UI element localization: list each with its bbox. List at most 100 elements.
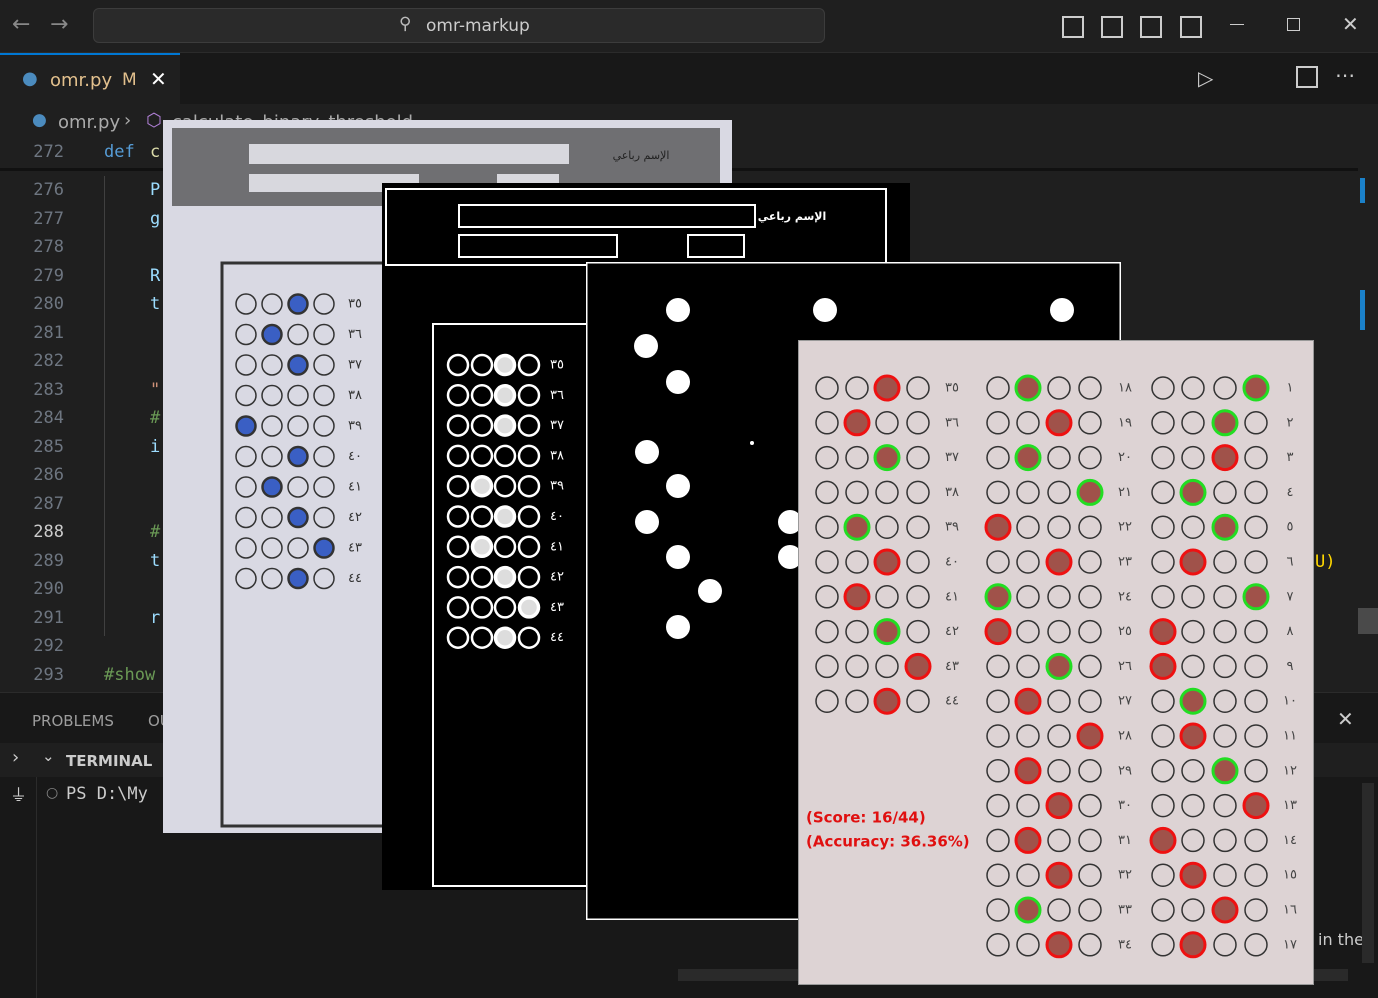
bubble [1181, 445, 1205, 470]
bubble [1244, 828, 1268, 853]
bubble [313, 476, 335, 498]
row-label: ٢٥ [1118, 624, 1132, 639]
score-text: (Score: 16/44) [806, 809, 926, 827]
bubble [1047, 515, 1071, 539]
marked-bubble [1014, 687, 1042, 715]
mark [1360, 178, 1365, 203]
marked-bubble [843, 583, 871, 611]
bubble [287, 354, 309, 376]
line-number: 286 [33, 465, 64, 485]
forward-button[interactable]: → [50, 12, 69, 37]
bubble [906, 411, 930, 435]
marked-bubble [843, 409, 871, 437]
bubble [1151, 480, 1175, 505]
marked-bubble [494, 566, 516, 588]
marked-bubble [1014, 896, 1042, 924]
row-label: ٣٣ [1118, 903, 1132, 918]
marked-bubble [1211, 757, 1239, 785]
bubble [1016, 550, 1040, 574]
bubble [1047, 828, 1071, 853]
bubble [1047, 480, 1071, 505]
bubble [313, 537, 335, 559]
bubble [493, 596, 517, 619]
bubble [1047, 445, 1071, 470]
bubble [1181, 654, 1205, 679]
marked-bubble [518, 597, 540, 618]
bubble [815, 550, 839, 574]
panel-tab[interactable]: PROBLEMS [32, 712, 114, 730]
bubble [906, 550, 930, 574]
code-text: P [150, 180, 161, 200]
split-editor[interactable] [1296, 66, 1318, 88]
bubble [1213, 793, 1237, 818]
row-label: ١٧ [1283, 937, 1297, 952]
line-number: 292 [33, 636, 64, 656]
customize-layout[interactable] [1180, 16, 1202, 38]
scrollbar-thumb[interactable] [1358, 608, 1378, 634]
row-label: ٤ [1287, 485, 1294, 500]
bubble [261, 506, 283, 529]
chevron-down[interactable]: ⌄ [42, 747, 55, 765]
bubble [1244, 619, 1268, 644]
bubble [313, 293, 335, 315]
bubble [1244, 933, 1268, 957]
row-label: ٣٦ [945, 415, 959, 430]
layout-toggle[interactable] [1062, 16, 1084, 38]
chevron[interactable]: › [12, 747, 20, 768]
terminal-title[interactable]: TERMINAL [66, 752, 153, 770]
marked-bubble [1045, 931, 1073, 959]
marked-bubble [984, 618, 1012, 646]
row-label: ٦ [1287, 555, 1294, 570]
bubble [906, 480, 930, 505]
bubble [235, 293, 257, 315]
bubble [1181, 759, 1205, 783]
result-sheet-window: (Score: 16/44) (Accuracy: 36.36%) ٣٥٣٦٣٧… [798, 340, 1314, 985]
row-label: ٢١ [1118, 485, 1132, 500]
search-box[interactable]: ⚲ omr-markup [93, 8, 825, 43]
bubble [313, 506, 335, 529]
bubble [1078, 515, 1102, 539]
bubble [1016, 480, 1040, 505]
bubble [1078, 654, 1102, 679]
marked-bubble [262, 477, 282, 497]
row-label: ٢٤ [1118, 589, 1132, 604]
bubble [1151, 863, 1175, 887]
marked-bubble [873, 687, 901, 715]
bubble [517, 353, 541, 377]
restore[interactable] [1287, 18, 1300, 31]
marked-bubble [494, 354, 516, 376]
bubble [261, 415, 283, 437]
bubble [1213, 619, 1237, 644]
back-button[interactable]: ← [12, 12, 31, 37]
marked-bubble [984, 583, 1012, 611]
marked-bubble [1045, 861, 1073, 889]
bubble [1016, 411, 1040, 435]
bubble [313, 384, 335, 407]
bubble [815, 411, 839, 435]
bubble [493, 474, 517, 498]
row-label: ١٠ [1283, 694, 1297, 709]
bubble [1047, 585, 1071, 609]
marked-bubble [1014, 757, 1042, 785]
terminal-scrollbar[interactable] [1362, 783, 1374, 963]
minimize[interactable] [1230, 24, 1244, 25]
marked-bubble [1242, 792, 1270, 820]
panel-toggle[interactable] [1101, 16, 1123, 38]
panel-close[interactable]: ✕ [1337, 707, 1354, 731]
bubble [313, 354, 335, 376]
breadcrumb-file[interactable]: omr.py [58, 112, 121, 133]
marked-bubble [1076, 722, 1104, 750]
tab-close[interactable]: ✕ [150, 67, 167, 91]
tab[interactable]: ● omr.py M ✕ [0, 53, 180, 106]
line-number: 276 [33, 180, 64, 200]
sidebar-toggle[interactable] [1140, 16, 1162, 38]
close[interactable]: ✕ [1342, 12, 1359, 36]
bubble [1078, 585, 1102, 609]
more-actions[interactable]: ⋯ [1335, 63, 1355, 87]
bubble [287, 567, 309, 590]
line-number: 288 [33, 522, 64, 542]
marked-bubble [494, 415, 516, 436]
row-label: ٤٤ [348, 571, 362, 586]
run-button[interactable]: ▷ [1198, 66, 1214, 90]
row-label: ٥ [1287, 520, 1294, 535]
